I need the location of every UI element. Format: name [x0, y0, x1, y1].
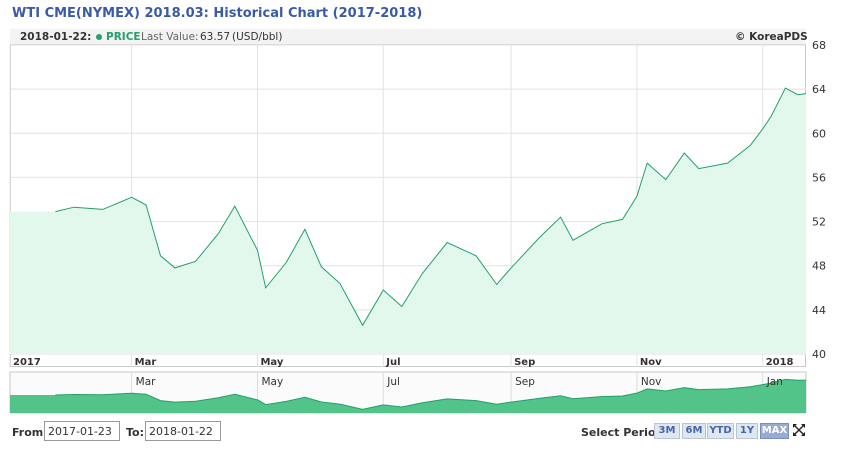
last-value: 63.57 — [200, 31, 231, 43]
navigator-tick-label: May — [261, 376, 283, 388]
navigator-tick-label: Nov — [641, 376, 662, 388]
y-tick-label: 44 — [812, 304, 826, 317]
series-legend-name[interactable]: PRICE — [106, 31, 141, 43]
x-tick-label: Jul — [385, 357, 400, 368]
last-value-label: Last Value: — [141, 31, 199, 43]
navigator-tick-label: Jan — [766, 376, 783, 388]
from-label: From: — [12, 426, 48, 439]
main-chart[interactable]: 40 44 48 52 56 60 64 68 2017 Mar May Jul Sep Nov 2018… — [0, 0, 860, 420]
x-tick-label: Mar — [135, 357, 157, 368]
x-tick-label: 2018 — [766, 357, 794, 368]
y-tick-label: 52 — [812, 216, 826, 229]
range-controls: From: To: Select Period: 3M 6M YTD 1Y MA… — [0, 420, 860, 446]
expand-arrows-icon[interactable] — [792, 423, 806, 437]
to-label: To: — [126, 426, 144, 439]
period-button-ytd[interactable]: YTD — [707, 423, 734, 439]
period-button-6m[interactable]: 6M — [682, 423, 706, 439]
y-tick-label: 48 — [812, 260, 826, 273]
navigator-tick-label: Sep — [515, 376, 535, 388]
copyright-text[interactable]: © KoreaPDS — [735, 31, 808, 43]
series-legend-dot-icon — [96, 34, 102, 40]
x-tick-label: Nov — [640, 357, 662, 368]
navigator-series-line — [55, 378, 807, 410]
y-tick-label: 56 — [812, 171, 826, 184]
period-button-3m[interactable]: 3M — [654, 423, 680, 439]
x-tick-label: Sep — [514, 357, 535, 368]
last-value-date: 2018-01-22: — [20, 31, 92, 43]
y-tick-label: 64 — [812, 83, 826, 96]
price-series-line[interactable] — [55, 87, 807, 327]
x-tick-label: May — [260, 357, 283, 368]
y-tick-label: 60 — [812, 127, 826, 140]
page-title: WTI CME(NYMEX) 2018.03: Historical Chart… — [12, 6, 423, 21]
unit-label: (USD/bbl) — [232, 31, 283, 43]
to-date-input[interactable] — [145, 421, 221, 441]
y-tick-label: 40 — [812, 348, 826, 361]
y-tick-label: 68 — [812, 39, 826, 52]
navigator-tick-label: Mar — [136, 376, 156, 388]
period-button-max[interactable]: MAX — [760, 423, 789, 439]
period-button-1y[interactable]: 1Y — [736, 423, 758, 439]
price-area-fill — [10, 88, 806, 354]
navigator-tick-label: Jul — [386, 376, 400, 388]
navigator-area-fill — [10, 379, 806, 413]
x-tick-label: 2017 — [13, 357, 41, 368]
select-period-label: Select Period: — [581, 426, 668, 439]
from-date-input[interactable] — [44, 421, 120, 441]
